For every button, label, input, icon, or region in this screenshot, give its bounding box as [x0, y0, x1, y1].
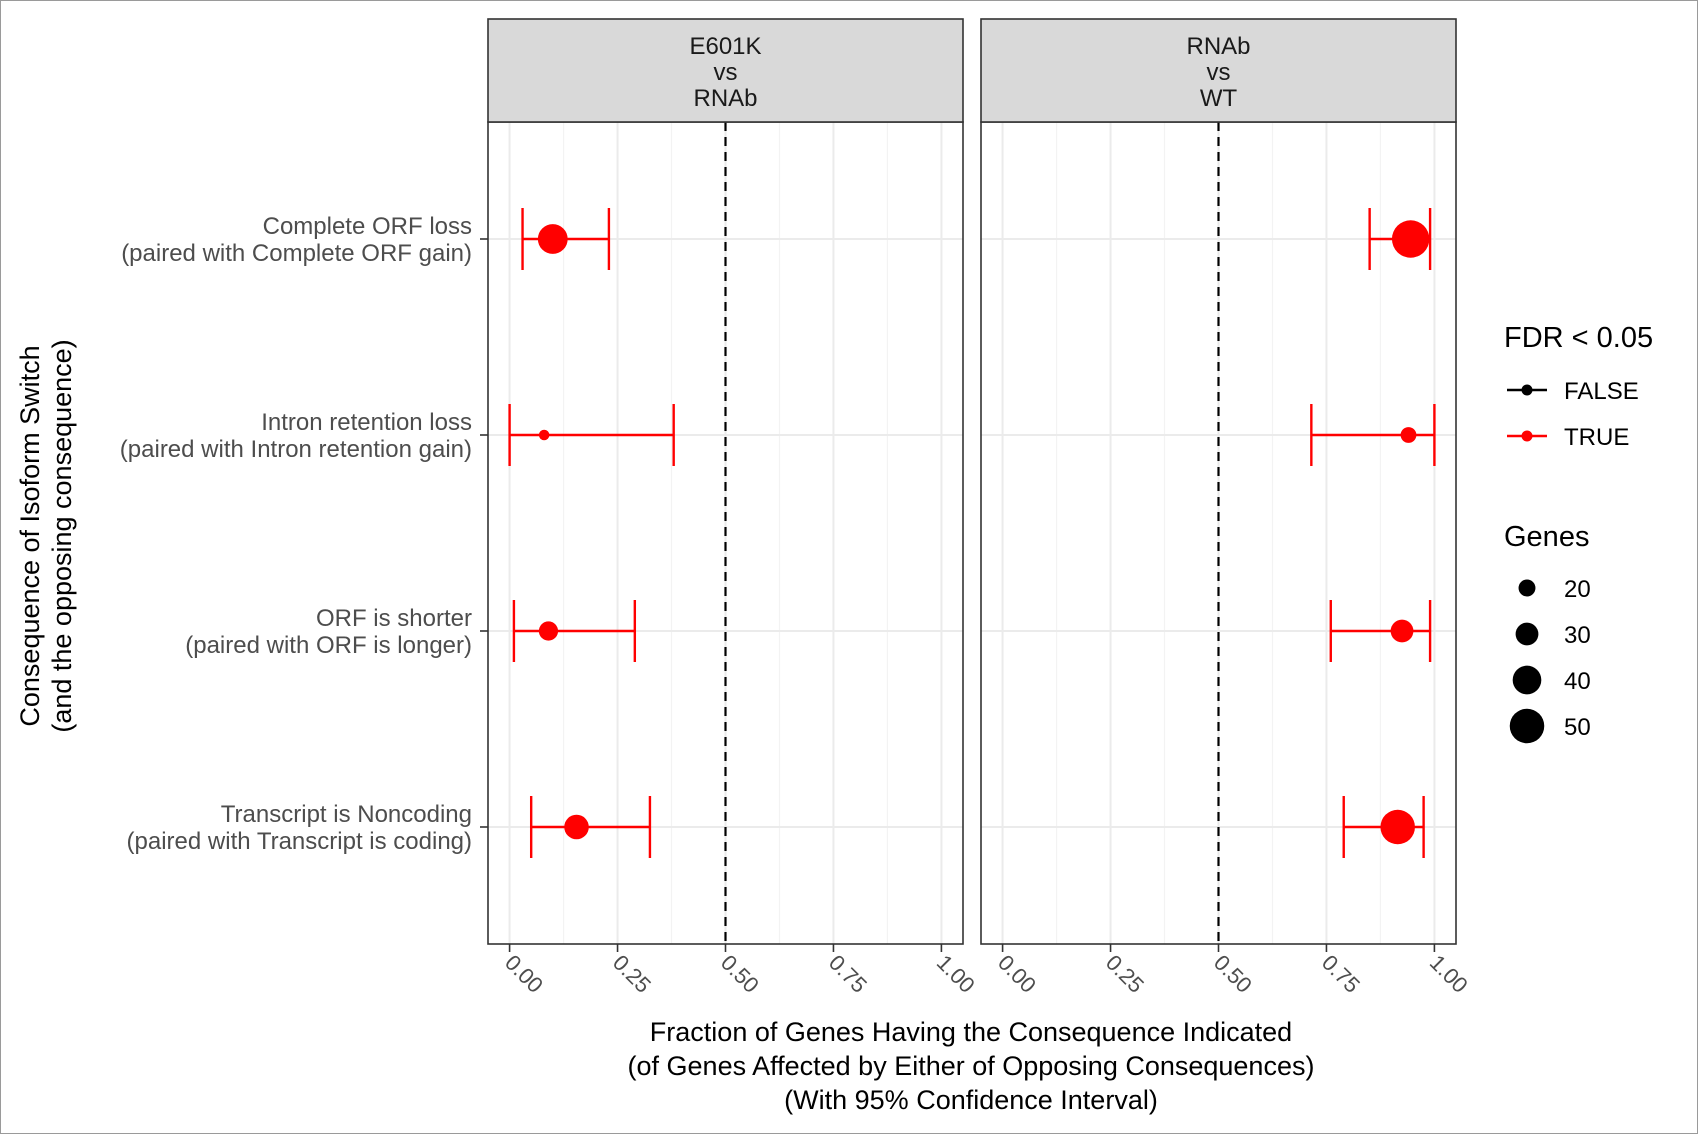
x-tick-label: 0.50	[1209, 950, 1257, 998]
y-axis-title-line2: (and the opposing consequence)	[47, 339, 77, 732]
x-tick-label: 0.75	[824, 950, 872, 998]
x-tick-label: 0.00	[993, 950, 1041, 998]
y-tick-label-line1: Complete ORF loss	[263, 213, 472, 240]
strip-label: E601K	[689, 33, 761, 60]
y-tick-label-line2: (paired with Complete ORF gain)	[121, 240, 472, 267]
legend-size-label: 20	[1564, 576, 1591, 603]
legend-color-item: TRUE	[1507, 424, 1629, 451]
legend-size-item: 30	[1515, 622, 1591, 649]
legend-size-item: 50	[1509, 708, 1591, 744]
x-tick-label: 0.50	[716, 950, 764, 998]
legend-size-label: 30	[1564, 622, 1591, 649]
data-point-group	[1368, 208, 1432, 270]
data-point-group	[1329, 600, 1432, 662]
x-tick-label: 0.00	[500, 950, 548, 998]
legend-size-key	[1518, 579, 1536, 597]
data-point-group	[1342, 796, 1425, 858]
legend-size-key	[1512, 665, 1542, 695]
data-point	[538, 621, 559, 641]
y-tick-label-line2: (paired with ORF is longer)	[185, 632, 472, 659]
x-tick-label: 0.75	[1317, 950, 1365, 998]
legend: FDR < 0.05 FALSE TRUE Genes 20 30 40 50	[1504, 322, 1653, 744]
facet-strip	[980, 18, 1457, 123]
data-point	[1391, 220, 1430, 258]
legend-size-item: 40	[1512, 665, 1591, 695]
legend-point-key	[1521, 384, 1533, 396]
y-tick-label-line1: Transcript is Noncoding	[221, 801, 472, 828]
data-point-group	[529, 796, 652, 858]
legend-size-key	[1515, 622, 1539, 646]
data-point-group	[512, 600, 637, 662]
x-tick-label: 1.00	[932, 950, 980, 998]
data-point	[1400, 427, 1417, 443]
strip-label: RNAb	[693, 85, 757, 112]
data-point	[564, 814, 589, 840]
x-tick-label: 0.25	[608, 950, 656, 998]
axis-titles: Consequence of Isoform Switch (and the o…	[15, 339, 1314, 1115]
legend-size-label: 50	[1564, 714, 1591, 741]
y-tick-label-line2: (paired with Transcript is coding)	[127, 828, 472, 855]
legend-color-label: TRUE	[1564, 424, 1629, 451]
facet-strip	[487, 18, 964, 123]
x-axis-title-line1: Fraction of Genes Having the Consequence…	[650, 1017, 1292, 1047]
x-tick-label: 0.25	[1101, 950, 1149, 998]
strip-label: vs	[1207, 59, 1231, 86]
y-tick-label-line2: (paired with Intron retention gain)	[120, 436, 472, 463]
x-tick-label: 1.00	[1425, 950, 1473, 998]
strip-label: RNAb	[1186, 33, 1250, 60]
legend-color-title: FDR < 0.05	[1504, 322, 1653, 354]
legend-size-item: 20	[1518, 576, 1591, 603]
y-tick-label-line1: Intron retention loss	[261, 409, 472, 436]
y-tick-label-line1: ORF is shorter	[316, 605, 472, 632]
legend-color-label: FALSE	[1564, 378, 1639, 405]
y-axis-category-labels: Complete ORF loss(paired with Complete O…	[120, 213, 488, 855]
legend-color-item: FALSE	[1507, 378, 1639, 405]
y-axis-title-line1: Consequence of Isoform Switch	[15, 345, 45, 726]
legend-point-key	[1521, 430, 1533, 442]
data-point-group	[521, 208, 611, 270]
strip-label: vs	[714, 59, 738, 86]
data-point	[537, 224, 568, 254]
legend-size-title: Genes	[1504, 521, 1589, 553]
data-point-group	[508, 404, 675, 466]
data-point	[538, 429, 550, 441]
legend-size-key	[1509, 708, 1545, 744]
data-point	[1390, 619, 1414, 643]
data-point	[1380, 809, 1415, 845]
data-point-group	[1310, 404, 1436, 466]
x-axis-title-line3: (With 95% Confidence Interval)	[784, 1085, 1158, 1115]
legend-size-label: 40	[1564, 668, 1591, 695]
x-axis-title-line2: (of Genes Affected by Either of Opposing…	[628, 1051, 1315, 1081]
strip-label: WT	[1200, 85, 1238, 112]
